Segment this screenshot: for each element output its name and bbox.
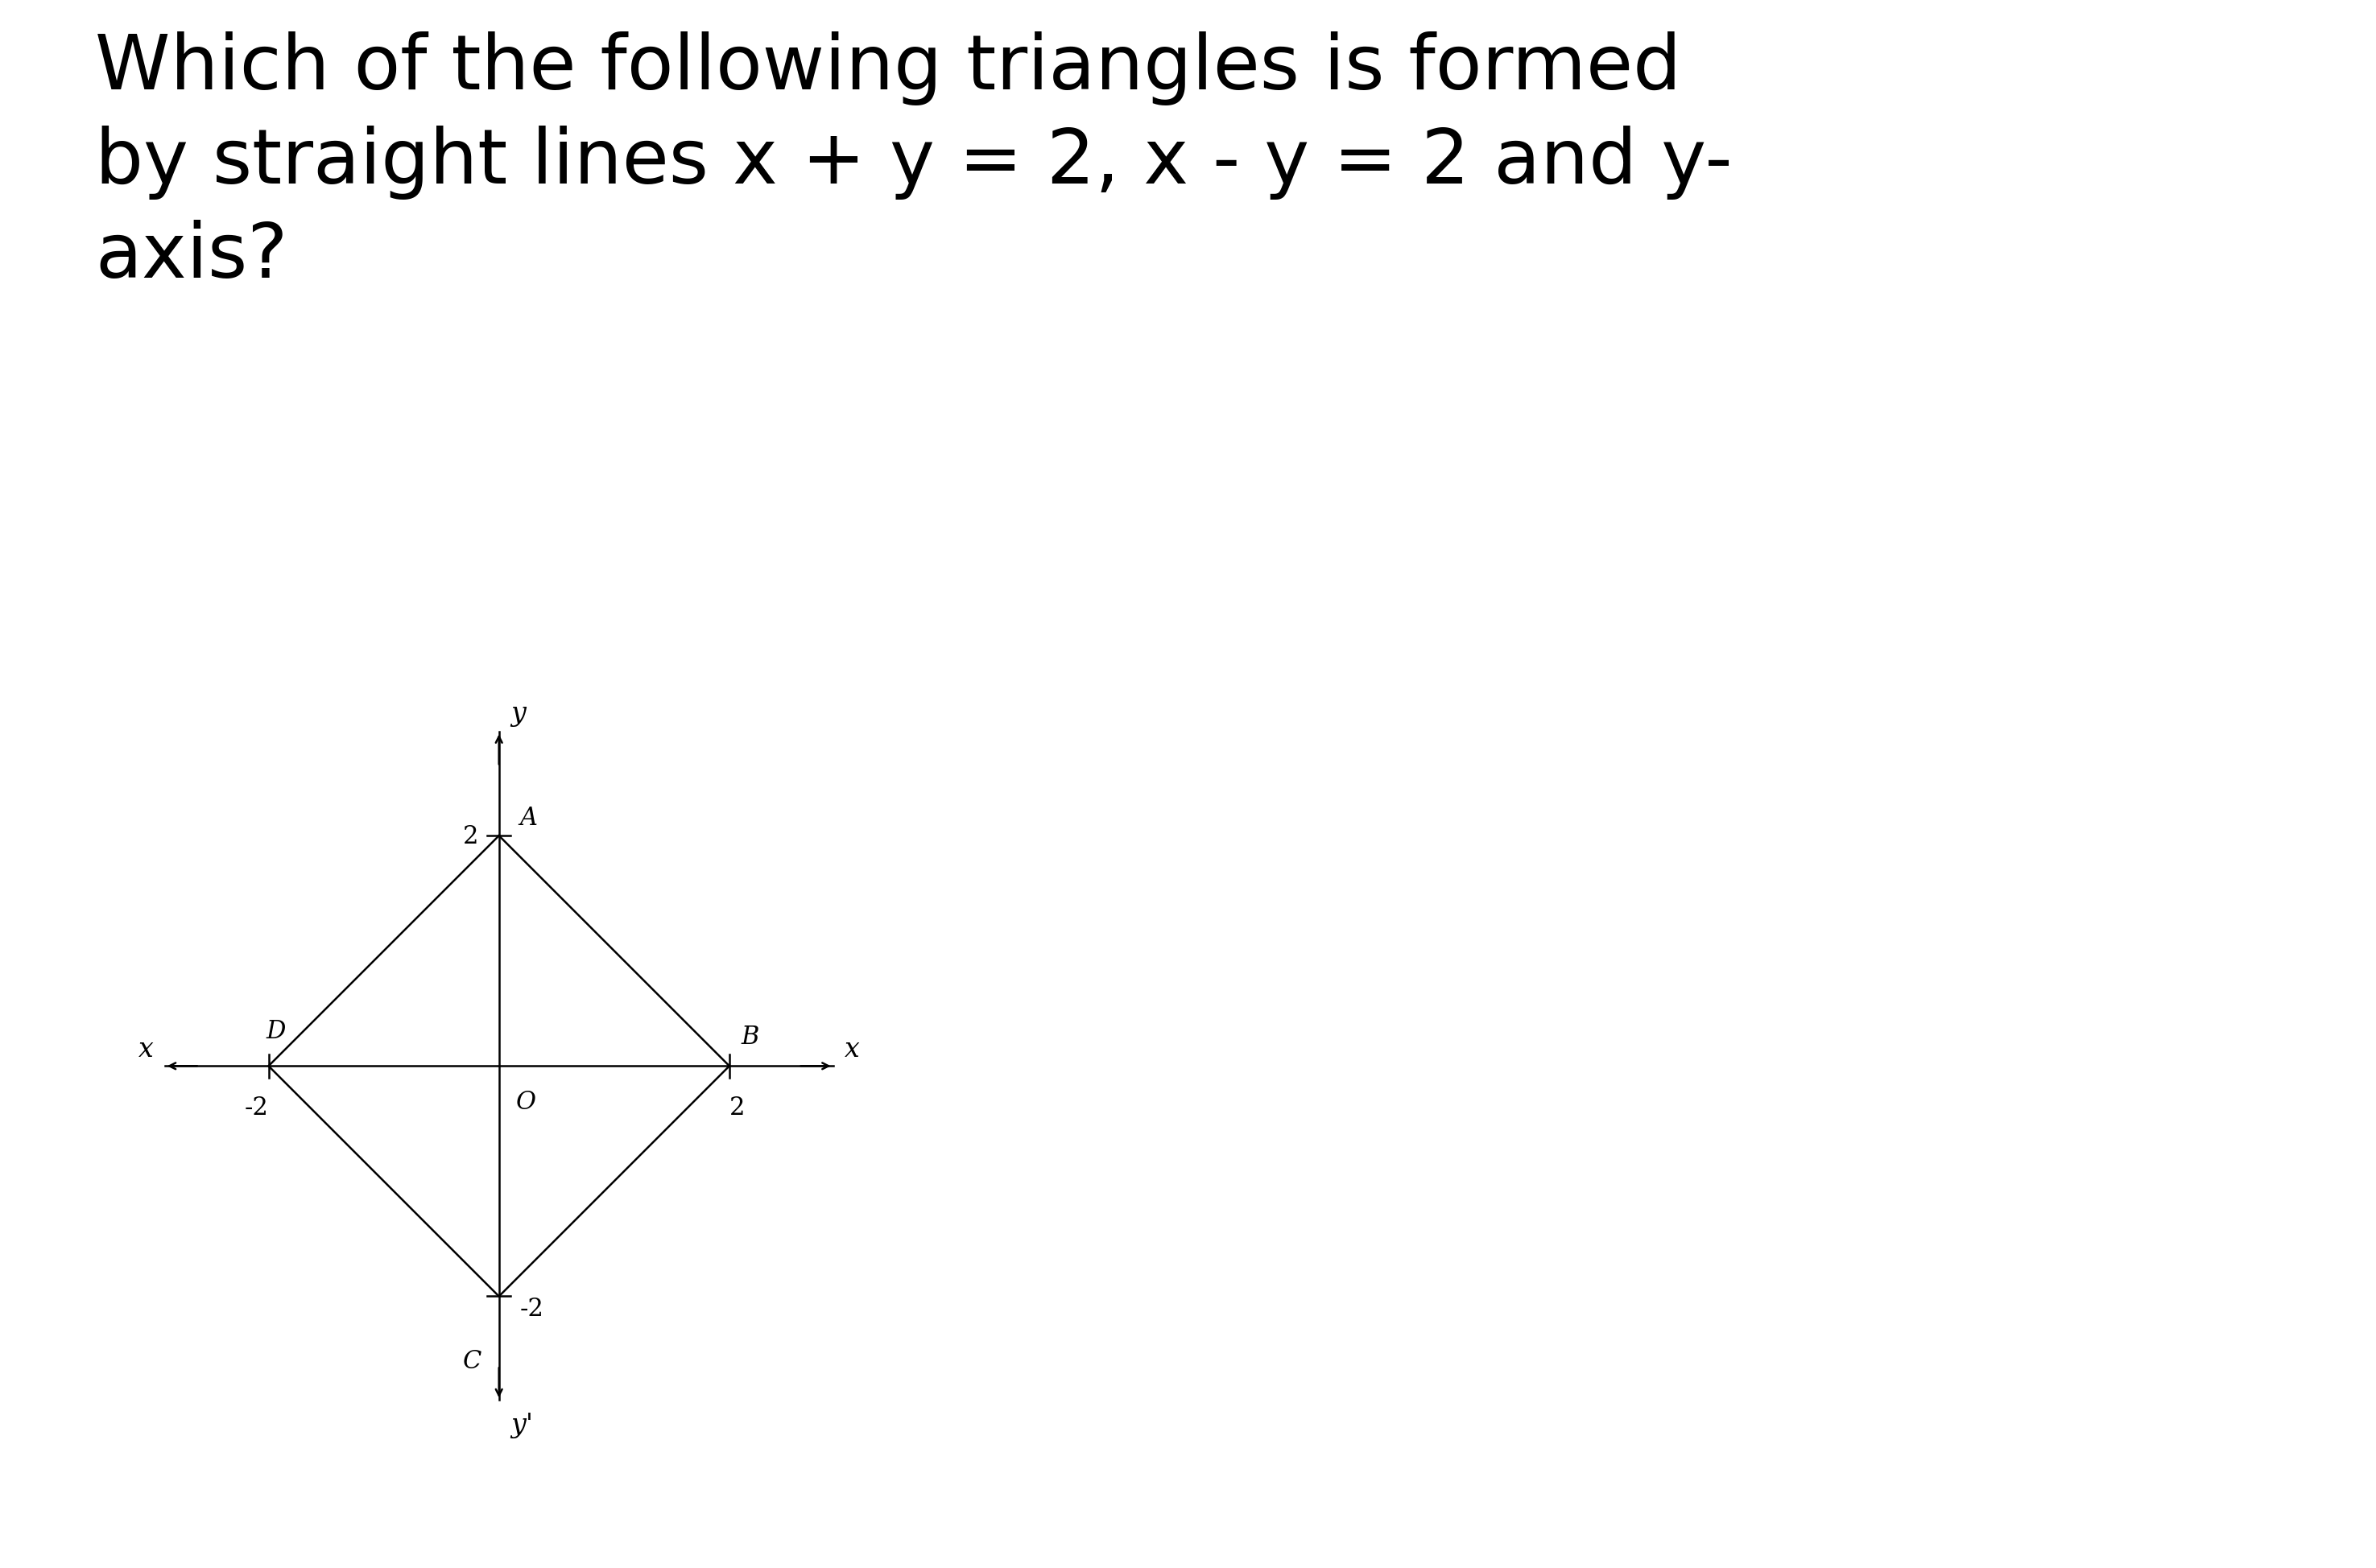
Text: y: y (511, 701, 525, 726)
Text: 2: 2 (463, 823, 478, 848)
Text: -2: -2 (245, 1094, 268, 1120)
Text: 2: 2 (729, 1094, 746, 1120)
Text: O: O (516, 1090, 537, 1115)
Text: y': y' (511, 1411, 532, 1438)
Text: A: A (520, 806, 537, 831)
Text: B: B (741, 1024, 758, 1049)
Text: D: D (266, 1018, 285, 1043)
Text: x: x (138, 1036, 154, 1062)
Text: C: C (463, 1348, 482, 1374)
Text: -2: -2 (520, 1297, 544, 1322)
Text: x: x (843, 1036, 860, 1062)
Text: Which of the following triangles is formed
by straight lines x + y = 2, x - y = : Which of the following triangles is form… (95, 31, 1732, 293)
